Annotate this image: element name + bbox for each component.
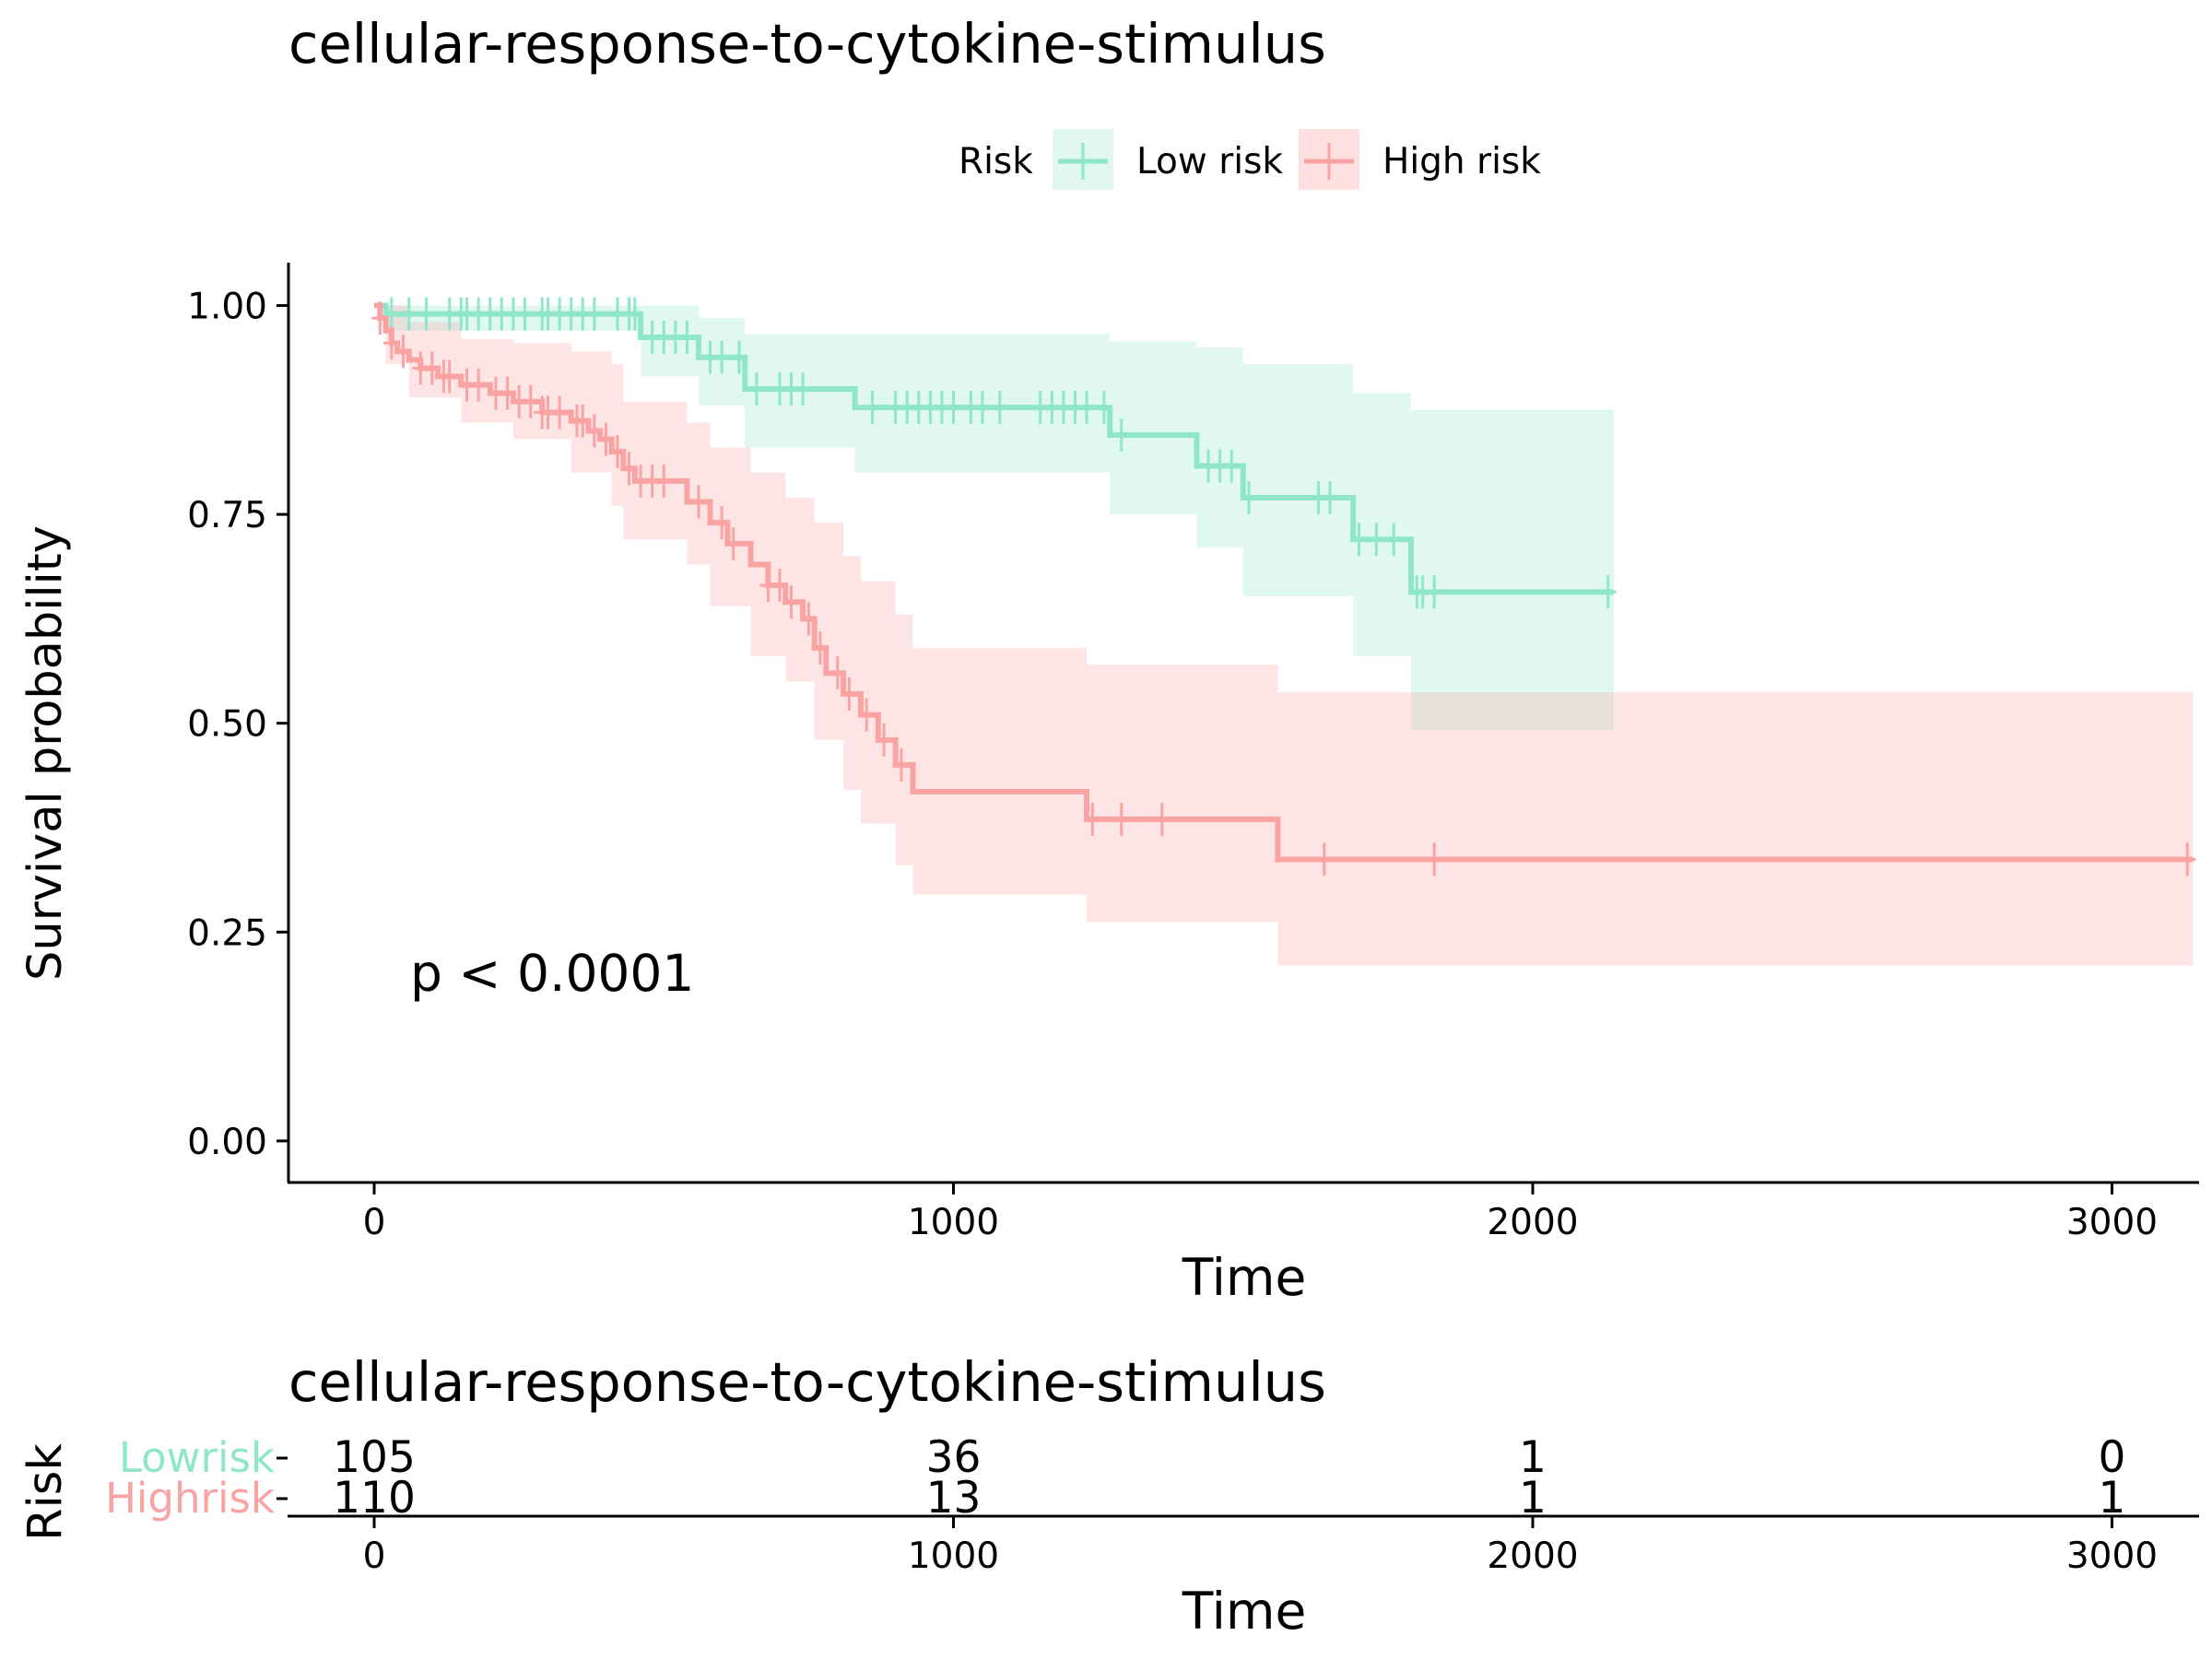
legend: Risk Low risk High risk [959, 129, 1541, 190]
legend-item-high-risk: High risk [1299, 129, 1541, 190]
risk-table-title: cellular-response-to-cytokine-stimulus [288, 1350, 1326, 1414]
risk-row-label: Lowrisk [119, 1433, 275, 1482]
x-tick-label: 3000 [2066, 1202, 2158, 1243]
risk-count: 105 [333, 1432, 416, 1483]
risk-x-tick-label: 1000 [908, 1535, 999, 1577]
risk-row-label: Highrisk [105, 1474, 275, 1523]
y-tick-label: 0.75 [187, 495, 267, 536]
y-tick-label: 0.00 [187, 1122, 267, 1163]
risk-x-tick-label: 2000 [1487, 1535, 1578, 1577]
confidence-band-low-risk [374, 305, 1614, 730]
y-tick-label: 1.00 [187, 287, 267, 328]
legend-label-high-risk: High risk [1382, 141, 1541, 182]
risk-x-tick-label: 0 [363, 1535, 386, 1577]
y-axis-label: Survival probability [18, 525, 73, 981]
x-tick-label: 1000 [908, 1202, 999, 1243]
x-tick-label: 0 [363, 1202, 386, 1243]
risk-count: 1 [1519, 1432, 1547, 1483]
censor-marks [371, 297, 2196, 877]
risk-count: 36 [926, 1432, 982, 1483]
risk-table-x-axis-label: Time [1182, 1582, 1307, 1641]
y-ticks: 0.00 0.25 0.50 0.75 1.00 [187, 287, 288, 1163]
p-value-annotation: p < 0.0001 [410, 944, 694, 1003]
risk-x-tick-label: 3000 [2066, 1535, 2158, 1577]
chart-title: cellular-response-to-cytokine-stimulus [288, 12, 1326, 76]
legend-item-low-risk: Low risk [1053, 129, 1283, 190]
y-tick-label: 0.50 [187, 704, 267, 746]
confidence-bands [374, 305, 2194, 966]
risk-table-x-ticks: 0 1000 2000 3000 [363, 1516, 2158, 1577]
y-axis: 0.00 0.25 0.50 0.75 1.00 Survival probabilit… [18, 263, 290, 1182]
plot-panel: p < 0.0001 [371, 297, 2196, 1003]
legend-label-low-risk: Low risk [1136, 141, 1283, 182]
risk-table-ylabel: Risk [18, 1443, 73, 1541]
x-ticks: 0 1000 2000 3000 [363, 1182, 2158, 1243]
risk-table: cellular-response-to-cytokine-stimulus R… [18, 1350, 2199, 1641]
risk-count: 0 [2099, 1432, 2126, 1483]
x-axis-label: Time [1182, 1248, 1307, 1307]
y-tick-label: 0.25 [187, 912, 267, 954]
x-axis: 0 1000 2000 3000 Time [288, 1181, 2199, 1307]
confidence-band-high-risk [374, 305, 2194, 966]
legend-title: Risk [959, 141, 1033, 182]
x-tick-label: 2000 [1487, 1202, 1578, 1243]
